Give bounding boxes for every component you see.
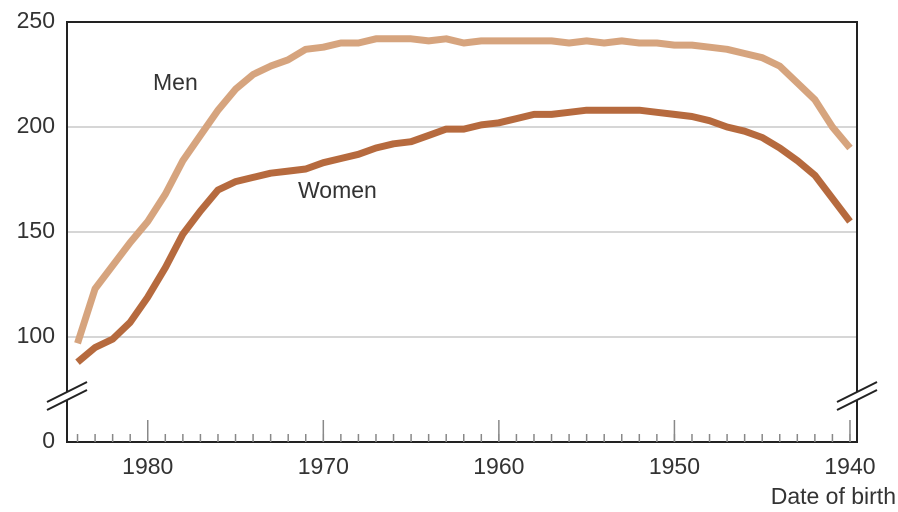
x-tick-label: 1970 [298, 453, 349, 479]
x-tick-label: 1950 [649, 453, 700, 479]
y-tick-label: 100 [17, 322, 55, 348]
y-tick-label: 200 [17, 112, 55, 138]
x-tick-label: 1980 [122, 453, 173, 479]
series-label: Men [153, 69, 198, 95]
axis-break [836, 381, 878, 403]
x-axis-label: Date of birth [771, 483, 896, 509]
series-label: Women [298, 177, 377, 203]
data-line [74, 35, 853, 345]
plot-frame [66, 21, 858, 443]
y-tick-label: 150 [17, 217, 55, 243]
x-tick-label: 1940 [824, 453, 875, 479]
x-tick-label: 1960 [473, 453, 524, 479]
data-line [75, 106, 853, 365]
axis-break [836, 389, 878, 411]
y-tick-label: 250 [17, 7, 55, 33]
axis-break [839, 383, 875, 409]
axis-break [49, 383, 85, 409]
y-tick-label: 0 [42, 427, 55, 453]
axis-break [46, 381, 88, 403]
axis-break [46, 389, 88, 411]
